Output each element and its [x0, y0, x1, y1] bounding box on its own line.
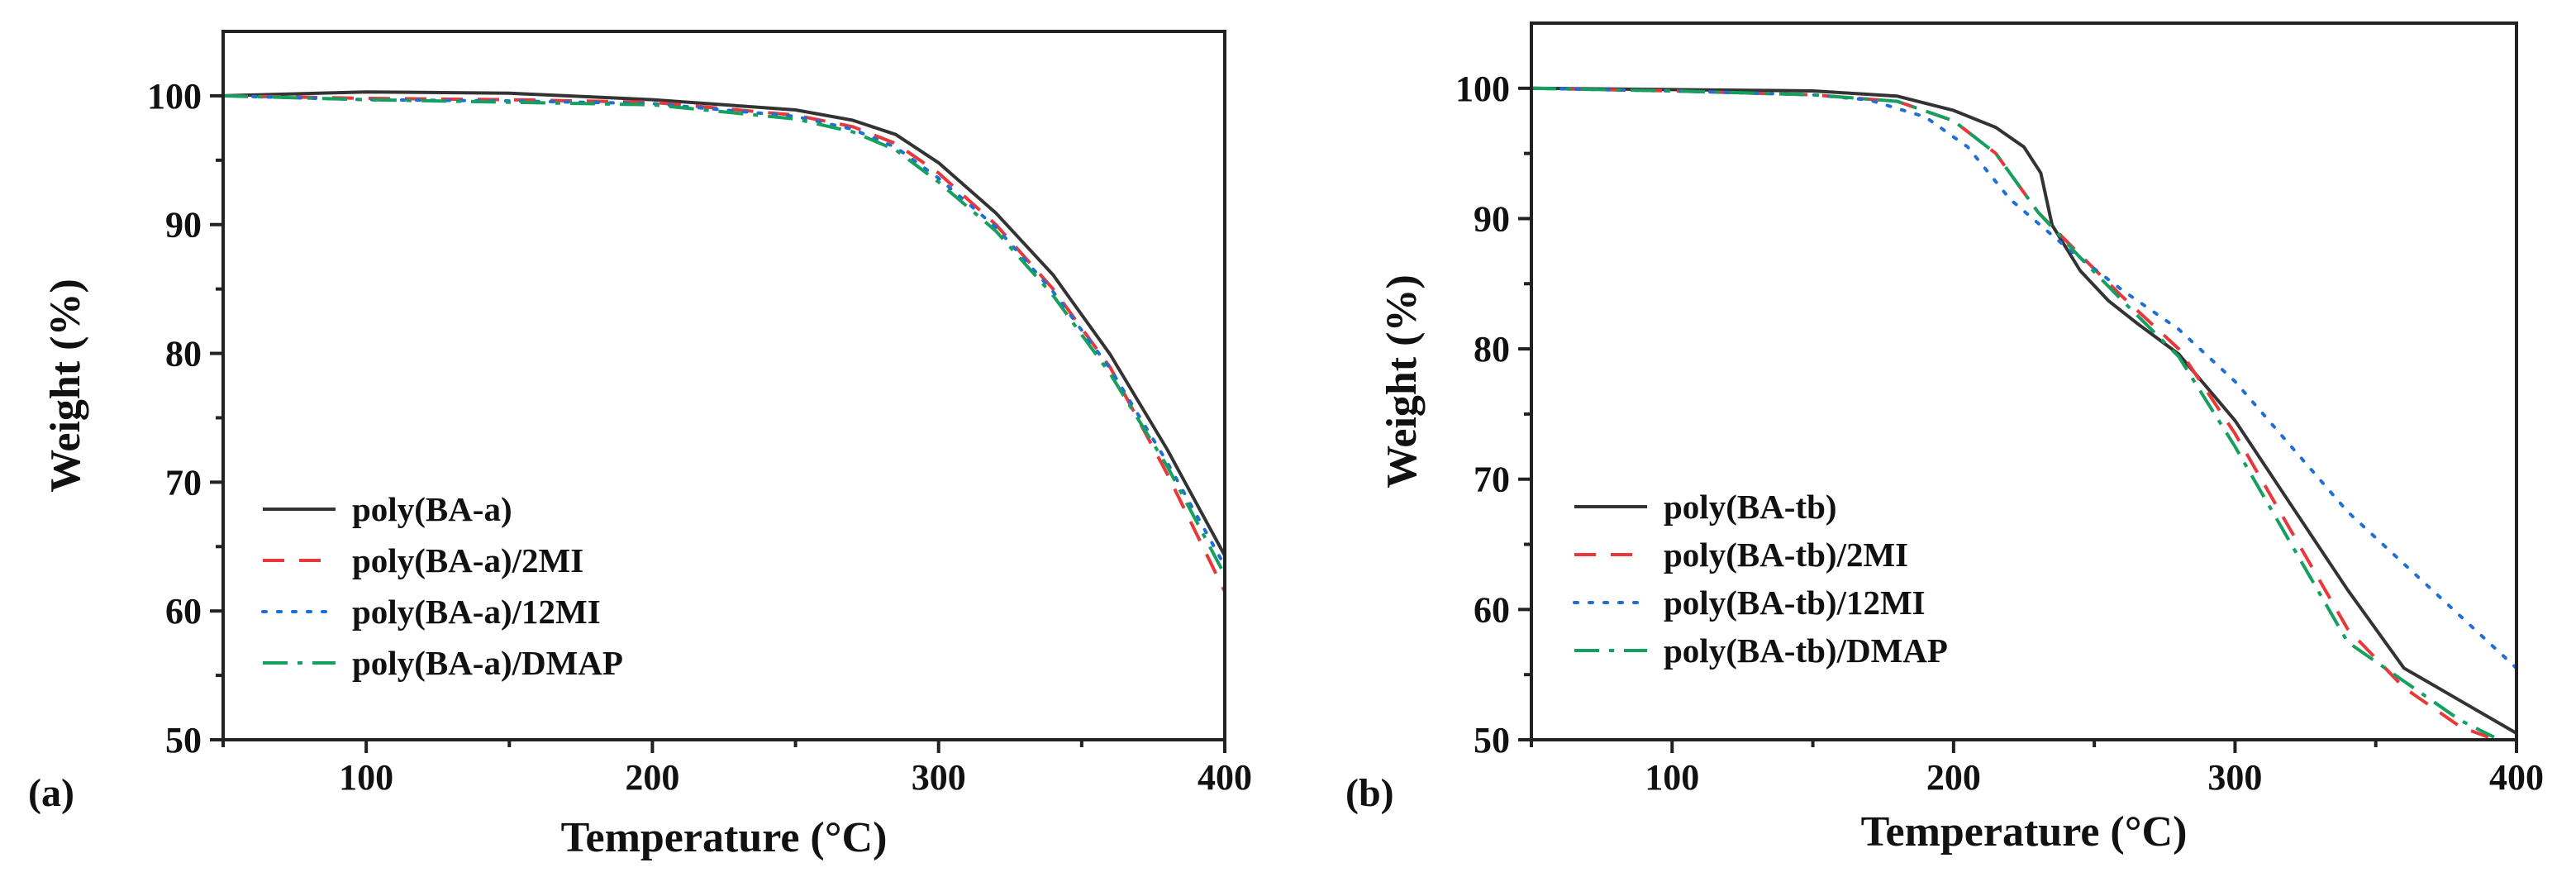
- legend-a: poly(BA-a) poly(BA-a)/2MI poly(BA-a)/12MI p…: [261, 490, 623, 682]
- y-axis-title-a: Weight (%): [42, 279, 89, 493]
- series-line-a-4: [223, 93, 1225, 576]
- y-tick-label-a: 100: [147, 76, 202, 117]
- x-tick-label-a: 400: [1198, 757, 1252, 798]
- x-tick-label-b: 200: [1926, 757, 1981, 798]
- y-tick-label-b: 60: [1474, 589, 1510, 630]
- x-axis-title-a: Temperature (°C): [561, 814, 888, 861]
- y-tick-label-b: 70: [1474, 460, 1510, 500]
- y-axis-title-b: Weight (%): [1378, 274, 1426, 489]
- y-tick-label-b: 50: [1474, 720, 1510, 760]
- y-tick-label-a: 80: [165, 334, 202, 374]
- y-tick-label-a: 50: [165, 720, 202, 760]
- y-tick-label-a: 60: [165, 591, 202, 631]
- panel-label-b: (b): [1345, 771, 1394, 815]
- plot-frame-b: [1530, 21, 2518, 741]
- panel-b: 100 200 300 400 50 60 70 80 90 100 Temperature (°C…: [1345, 21, 2544, 855]
- x-tick-label-b: 300: [2207, 757, 2262, 798]
- x-tick-label-a: 200: [625, 757, 679, 798]
- legend-label-a-3: poly(BA-a)/12MI: [352, 593, 601, 631]
- x-tick-label-b: 400: [2489, 757, 2544, 798]
- plot-frame-a: [221, 30, 1226, 741]
- legend-label-b-1: poly(BA-tb): [1664, 488, 1837, 526]
- y-tick-label-a: 70: [165, 462, 202, 503]
- panel-b-gridless-plot: 100 200 300 400 50 60 70 80 90 100 Temperature (°C…: [1345, 21, 2544, 855]
- legend-label-a-2: poly(BA-a)/2MI: [352, 541, 583, 579]
- legend-b: poly(BA-tb) poly(BA-tb)/2MI poly(BA-tb)/12…: [1573, 488, 1948, 670]
- panel-a-gridless-plot: 100 200 300 400 50 60 70 80 90 100 Temperature (°C…: [28, 30, 1252, 861]
- y-tick-label-b: 90: [1474, 198, 1510, 239]
- y-tick-label-b: 80: [1474, 329, 1510, 369]
- y-tick-label-a: 90: [165, 205, 202, 245]
- legend-label-b-3: poly(BA-tb)/12MI: [1664, 584, 1926, 622]
- legend-label-b-4: poly(BA-tb)/DMAP: [1664, 631, 1948, 670]
- series-line-a-1: [223, 90, 1225, 557]
- x-tick-label-a: 100: [339, 757, 393, 798]
- panel-label-a: (a): [28, 771, 74, 815]
- panel-a: 100 200 300 400 50 60 70 80 90 100 Temperature (°C…: [28, 30, 1252, 861]
- x-tick-label-b: 100: [1645, 757, 1699, 798]
- x-tick-label-a: 300: [912, 757, 966, 798]
- legend-label-a-1: poly(BA-a): [352, 490, 512, 528]
- series-line-b-3: [1531, 86, 2516, 670]
- y-tick-label-b: 100: [1455, 69, 1510, 109]
- series-line-a-2: [223, 93, 1225, 593]
- legend-label-b-2: poly(BA-tb)/2MI: [1664, 536, 1908, 574]
- legend-label-a-4: poly(BA-a)/DMAP: [352, 644, 623, 682]
- x-axis-title-b: Temperature (°C): [1861, 808, 2188, 855]
- series-line-b-1: [1531, 86, 2516, 735]
